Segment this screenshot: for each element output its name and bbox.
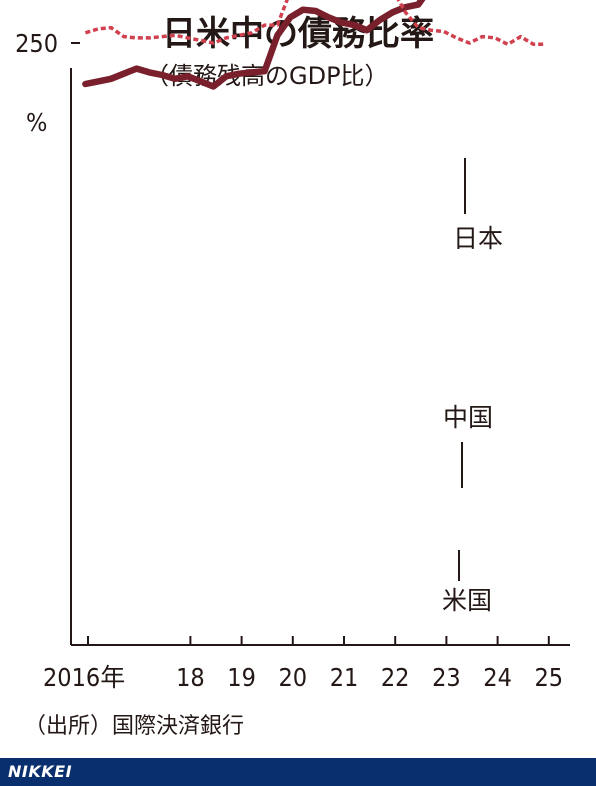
x-tick-label: 25 — [534, 663, 563, 692]
footer-bar — [0, 758, 596, 786]
series-line-1 — [82, 0, 426, 90]
x-tick-label: 21 — [330, 663, 359, 692]
x-tick-label: 19 — [227, 663, 256, 692]
axes: 2503003504002016年1819202122232425 — [15, 29, 570, 692]
series-label: 中国 — [443, 403, 493, 432]
x-tick-label: 24 — [483, 663, 512, 692]
source-note: （出所）国際決済銀行 — [24, 714, 244, 739]
x-tick-label: 23 — [432, 663, 461, 692]
y-unit-label: % — [26, 108, 47, 137]
x-tick-label: 22 — [381, 663, 410, 692]
x-tick-label: 18 — [176, 663, 205, 692]
series-label: 米国 — [442, 586, 492, 615]
series-label: 日本 — [453, 224, 503, 253]
y-tick-label: 250 — [15, 29, 58, 58]
series-line-2 — [84, 0, 547, 47]
chart-title: 日米中の債務比率 — [162, 14, 434, 54]
x-tick-label: 2016年 — [43, 663, 125, 692]
x-tick-label: 20 — [278, 663, 307, 692]
series-layer — [82, 0, 547, 90]
brand-logo: NIKKEI — [8, 762, 73, 781]
